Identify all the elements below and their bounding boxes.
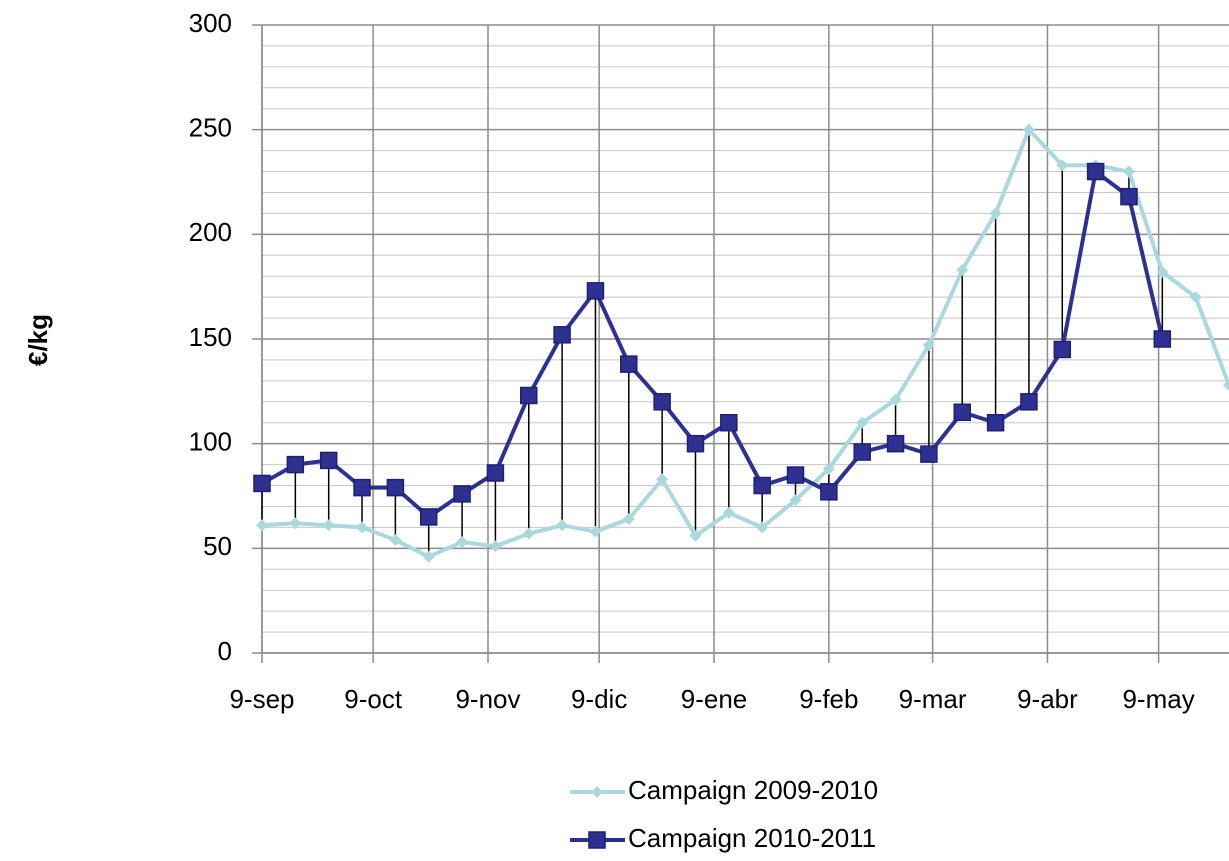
marker <box>456 536 469 549</box>
marker <box>653 393 671 411</box>
marker <box>620 355 638 373</box>
y-tick-label: 200 <box>189 217 232 247</box>
y-tick-label: 150 <box>189 322 232 352</box>
x-tick-label: 9-may <box>1122 684 1194 714</box>
marker <box>1022 123 1035 136</box>
marker <box>389 533 402 546</box>
y-tick-label: 100 <box>189 427 232 457</box>
marker <box>853 443 871 461</box>
x-tick-label: 9-oct <box>344 684 403 714</box>
marker <box>586 282 605 300</box>
marker <box>419 508 438 526</box>
y-axis-label: €/kg <box>23 314 53 366</box>
marker <box>1056 159 1069 172</box>
marker <box>422 550 435 563</box>
marker <box>753 476 771 495</box>
marker <box>1156 266 1169 279</box>
x-tick-label: 9-abr <box>1017 684 1078 714</box>
marker <box>520 386 538 405</box>
legend-label: Campaign 2009-2010 <box>628 775 878 805</box>
marker <box>1020 393 1038 411</box>
marker <box>856 416 869 429</box>
marker <box>720 413 738 432</box>
marker <box>356 521 369 534</box>
marker <box>920 445 938 463</box>
marker <box>486 464 505 482</box>
marker <box>553 326 571 344</box>
series-line <box>261 169 1165 519</box>
marker <box>386 478 405 497</box>
marker <box>986 413 1005 432</box>
marker <box>289 517 302 530</box>
legend-marker <box>588 831 606 849</box>
marker <box>922 339 935 352</box>
marker <box>453 485 471 503</box>
marker <box>319 451 338 470</box>
x-tick-label: 9-nov <box>455 684 520 714</box>
marker <box>820 483 838 501</box>
marker <box>689 529 702 542</box>
marker <box>253 474 271 493</box>
marker <box>1153 330 1172 348</box>
marker <box>1120 187 1138 206</box>
marker <box>1189 291 1202 304</box>
series-line <box>261 127 1229 559</box>
x-tick-label: 9-sep <box>229 684 294 714</box>
y-tick-label: 50 <box>203 531 232 561</box>
y-tick-label: 250 <box>189 113 232 143</box>
marker <box>722 506 735 519</box>
marker <box>589 525 602 538</box>
marker <box>1086 162 1105 181</box>
marker <box>1053 340 1072 359</box>
marker <box>1223 379 1229 392</box>
marker <box>686 434 705 453</box>
x-tick-label: 9-mar <box>899 684 967 714</box>
legend-marker <box>591 786 603 798</box>
marker <box>889 393 902 406</box>
marker <box>256 519 268 532</box>
y-tick-label: 300 <box>189 8 232 38</box>
marker <box>786 466 805 484</box>
legend-label: Campaign 2010-2011 <box>628 823 876 853</box>
marker <box>489 540 502 553</box>
marker <box>622 513 635 526</box>
y-tick-label: 0 <box>218 636 232 666</box>
x-tick-label: 9-ene <box>681 684 748 714</box>
marker <box>822 462 835 475</box>
marker <box>556 519 569 532</box>
marker <box>522 527 535 540</box>
marker <box>286 455 305 474</box>
marker <box>953 403 971 422</box>
marker <box>353 478 371 497</box>
marker <box>989 207 1002 220</box>
x-tick-label: 9-feb <box>799 684 858 714</box>
marker <box>1122 165 1135 178</box>
x-tick-label: 9-dic <box>571 684 627 714</box>
marker <box>956 263 969 276</box>
marker <box>886 434 905 453</box>
marker <box>756 521 769 534</box>
marker <box>656 473 669 486</box>
marker <box>322 519 335 532</box>
marker <box>789 494 802 507</box>
